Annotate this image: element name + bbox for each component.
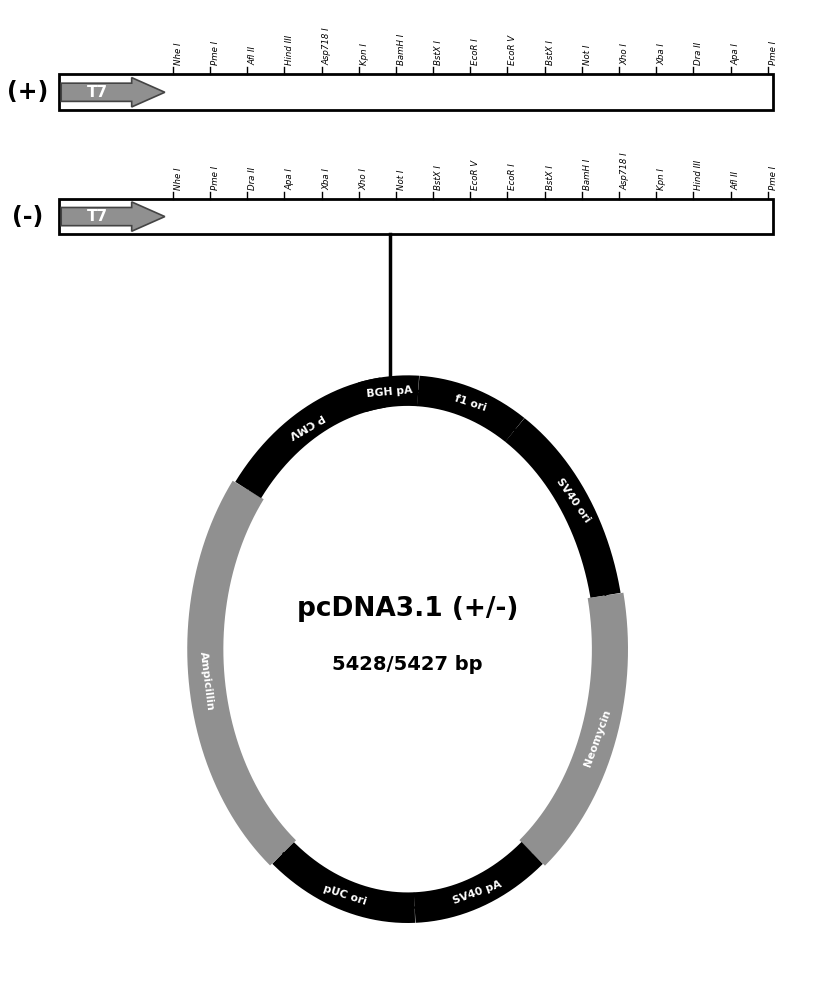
Text: SV40 ori: SV40 ori (554, 477, 592, 525)
Polygon shape (61, 202, 165, 231)
Text: Xba I: Xba I (323, 168, 332, 190)
Text: EcoR I: EcoR I (471, 39, 480, 65)
Text: T7: T7 (87, 85, 108, 100)
Text: pUC ori: pUC ori (322, 883, 368, 907)
Text: BamH I: BamH I (583, 158, 592, 190)
Text: Xho I: Xho I (360, 168, 369, 190)
Text: Kpn I: Kpn I (658, 168, 667, 190)
Text: BamH I: BamH I (397, 34, 406, 65)
Text: Afl II: Afl II (731, 171, 740, 190)
Text: BstX I: BstX I (434, 165, 443, 190)
Text: T7: T7 (87, 209, 108, 224)
Text: Apa I: Apa I (731, 44, 740, 65)
Text: f1 ori: f1 ori (453, 393, 487, 413)
Bar (59, 74, 773, 110)
Text: Dra II: Dra II (695, 42, 704, 65)
Text: Pme I: Pme I (769, 41, 778, 65)
Text: Nhe I: Nhe I (174, 167, 183, 190)
Polygon shape (360, 383, 383, 409)
Text: SV40 pA: SV40 pA (451, 879, 503, 906)
Polygon shape (590, 572, 614, 595)
Text: Asp718 I: Asp718 I (323, 28, 332, 65)
Polygon shape (396, 377, 419, 402)
Text: Asp718 I: Asp718 I (620, 152, 629, 190)
Text: Ampicillin: Ampicillin (198, 650, 215, 711)
Text: Pme I: Pme I (211, 41, 220, 65)
Text: (-): (-) (12, 205, 43, 229)
Bar (59, 199, 773, 234)
Text: Kpn I: Kpn I (360, 44, 369, 65)
Text: 5428/5427 bp: 5428/5427 bp (333, 655, 483, 674)
Text: Hind III: Hind III (285, 35, 294, 65)
Text: EcoR V: EcoR V (471, 160, 480, 190)
Text: Pme I: Pme I (211, 166, 220, 190)
Text: Nhe I: Nhe I (174, 43, 183, 65)
Polygon shape (490, 406, 515, 430)
Text: Xba I: Xba I (658, 44, 667, 65)
Text: Neomycin: Neomycin (583, 708, 613, 768)
Text: EcoR V: EcoR V (509, 35, 518, 65)
Text: BstX I: BstX I (545, 41, 554, 65)
Polygon shape (226, 490, 248, 515)
Text: (+): (+) (7, 80, 48, 104)
Text: BstX I: BstX I (434, 41, 443, 65)
Text: Xho I: Xho I (620, 44, 629, 65)
Text: BstX I: BstX I (545, 165, 554, 190)
Text: BGH pA: BGH pA (367, 385, 414, 399)
Polygon shape (283, 853, 307, 877)
Text: Hind III: Hind III (695, 160, 704, 190)
Text: P CMV: P CMV (287, 411, 326, 439)
Polygon shape (532, 828, 557, 853)
Text: Apa I: Apa I (285, 168, 294, 190)
Polygon shape (414, 894, 437, 920)
Text: EcoR I: EcoR I (509, 163, 518, 190)
Text: pcDNA3.1 (+/-): pcDNA3.1 (+/-) (297, 596, 518, 622)
Text: Not I: Not I (583, 45, 592, 65)
Text: Afl II: Afl II (248, 46, 257, 65)
Text: Pme I: Pme I (769, 166, 778, 190)
Text: Not I: Not I (397, 169, 406, 190)
Text: Dra II: Dra II (248, 167, 257, 190)
Polygon shape (61, 78, 165, 107)
